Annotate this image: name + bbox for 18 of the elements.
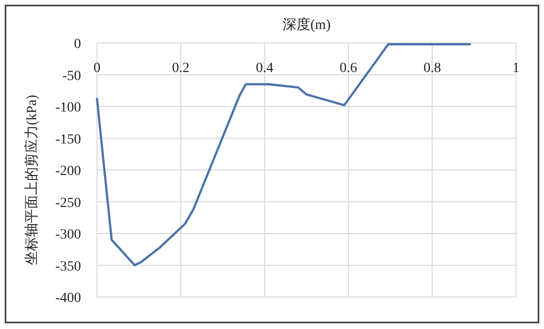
x-tick-label: 1 [512, 61, 520, 76]
x-tick-label: 0.8 [423, 61, 441, 76]
y-tick-label: -400 [55, 291, 81, 306]
x-tick-label: 0.6 [340, 61, 358, 76]
y-tick-label: -50 [62, 68, 81, 84]
y-tick-label: -250 [55, 196, 81, 211]
y-tick-label: -100 [55, 100, 81, 116]
y-axis-title: 坐标轴平面上的剪应力(kPa) [24, 94, 40, 266]
x-tick-label: 0.4 [256, 61, 274, 76]
x-axis-title: 深度(m) [282, 17, 331, 33]
y-tick-label: -200 [55, 164, 81, 179]
y-tick-label: -300 [55, 228, 81, 242]
x-tick-label: 0.2 [172, 61, 190, 76]
y-tick-label: 0 [74, 37, 81, 52]
x-tick-label: 0 [94, 61, 100, 76]
line-series [96, 43, 472, 266]
y-tick-label: -150 [55, 132, 81, 148]
y-tick-label: -350 [55, 259, 81, 274]
